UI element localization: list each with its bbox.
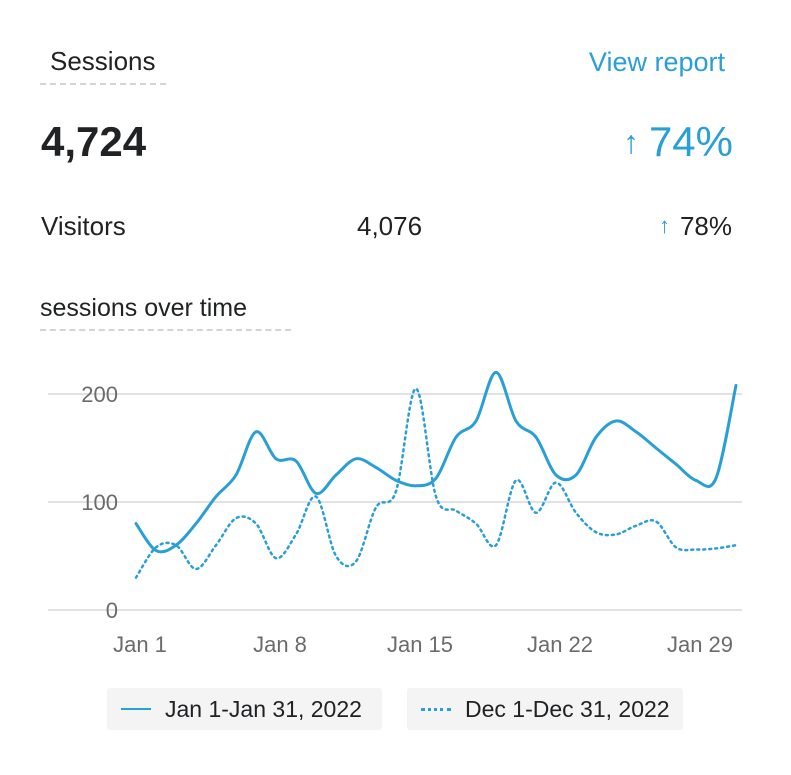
- arrow-up-icon: ↑: [622, 124, 639, 160]
- legend-label-previous: Dec 1-Dec 31, 2022: [465, 695, 670, 722]
- legend-label-current: Jan 1-Jan 31, 2022: [165, 695, 362, 722]
- visitors-value: 4,076: [357, 211, 423, 241]
- card-title[interactable]: Sessions: [40, 46, 166, 85]
- total-sessions-change: ↑ 74%: [623, 118, 733, 166]
- visitors-label: Visitors: [41, 211, 126, 241]
- legend-item-previous-period[interactable]: Dec 1-Dec 31, 2022: [407, 688, 683, 730]
- y-tick-label: 100: [81, 490, 118, 515]
- x-tick-label: Jan 29: [667, 632, 733, 657]
- x-tick-label: Jan 22: [527, 632, 593, 657]
- dotted-line-icon: [421, 707, 451, 711]
- arrow-up-icon: ↑: [658, 213, 670, 238]
- legend-item-current-period[interactable]: Jan 1-Jan 31, 2022: [107, 688, 382, 730]
- x-tick-label: Jan 8: [253, 632, 307, 657]
- visitors-change-percent: 78%: [679, 211, 732, 241]
- y-tick-label: 200: [81, 382, 118, 407]
- visitors-change: ↑ 78%: [659, 211, 732, 242]
- total-change-percent: 74%: [648, 118, 733, 165]
- y-tick-label: 0: [106, 598, 118, 623]
- sessions-line-chart: 0 100 200 Jan 1 Jan 8 Jan 15 Jan 22 Jan 29: [48, 370, 742, 657]
- x-tick-label: Jan 1: [113, 632, 167, 657]
- total-sessions-value: 4,724: [41, 118, 147, 165]
- solid-line-icon: [121, 708, 151, 710]
- series-line-current: [134, 370, 738, 554]
- x-tick-label: Jan 15: [387, 632, 453, 657]
- series-line-previous: [134, 387, 738, 579]
- chart-legend: Jan 1-Jan 31, 2022 Dec 1-Dec 31, 2022: [0, 688, 791, 732]
- chart-title[interactable]: sessions over time: [40, 294, 292, 331]
- view-report-link[interactable]: View report: [588, 47, 725, 77]
